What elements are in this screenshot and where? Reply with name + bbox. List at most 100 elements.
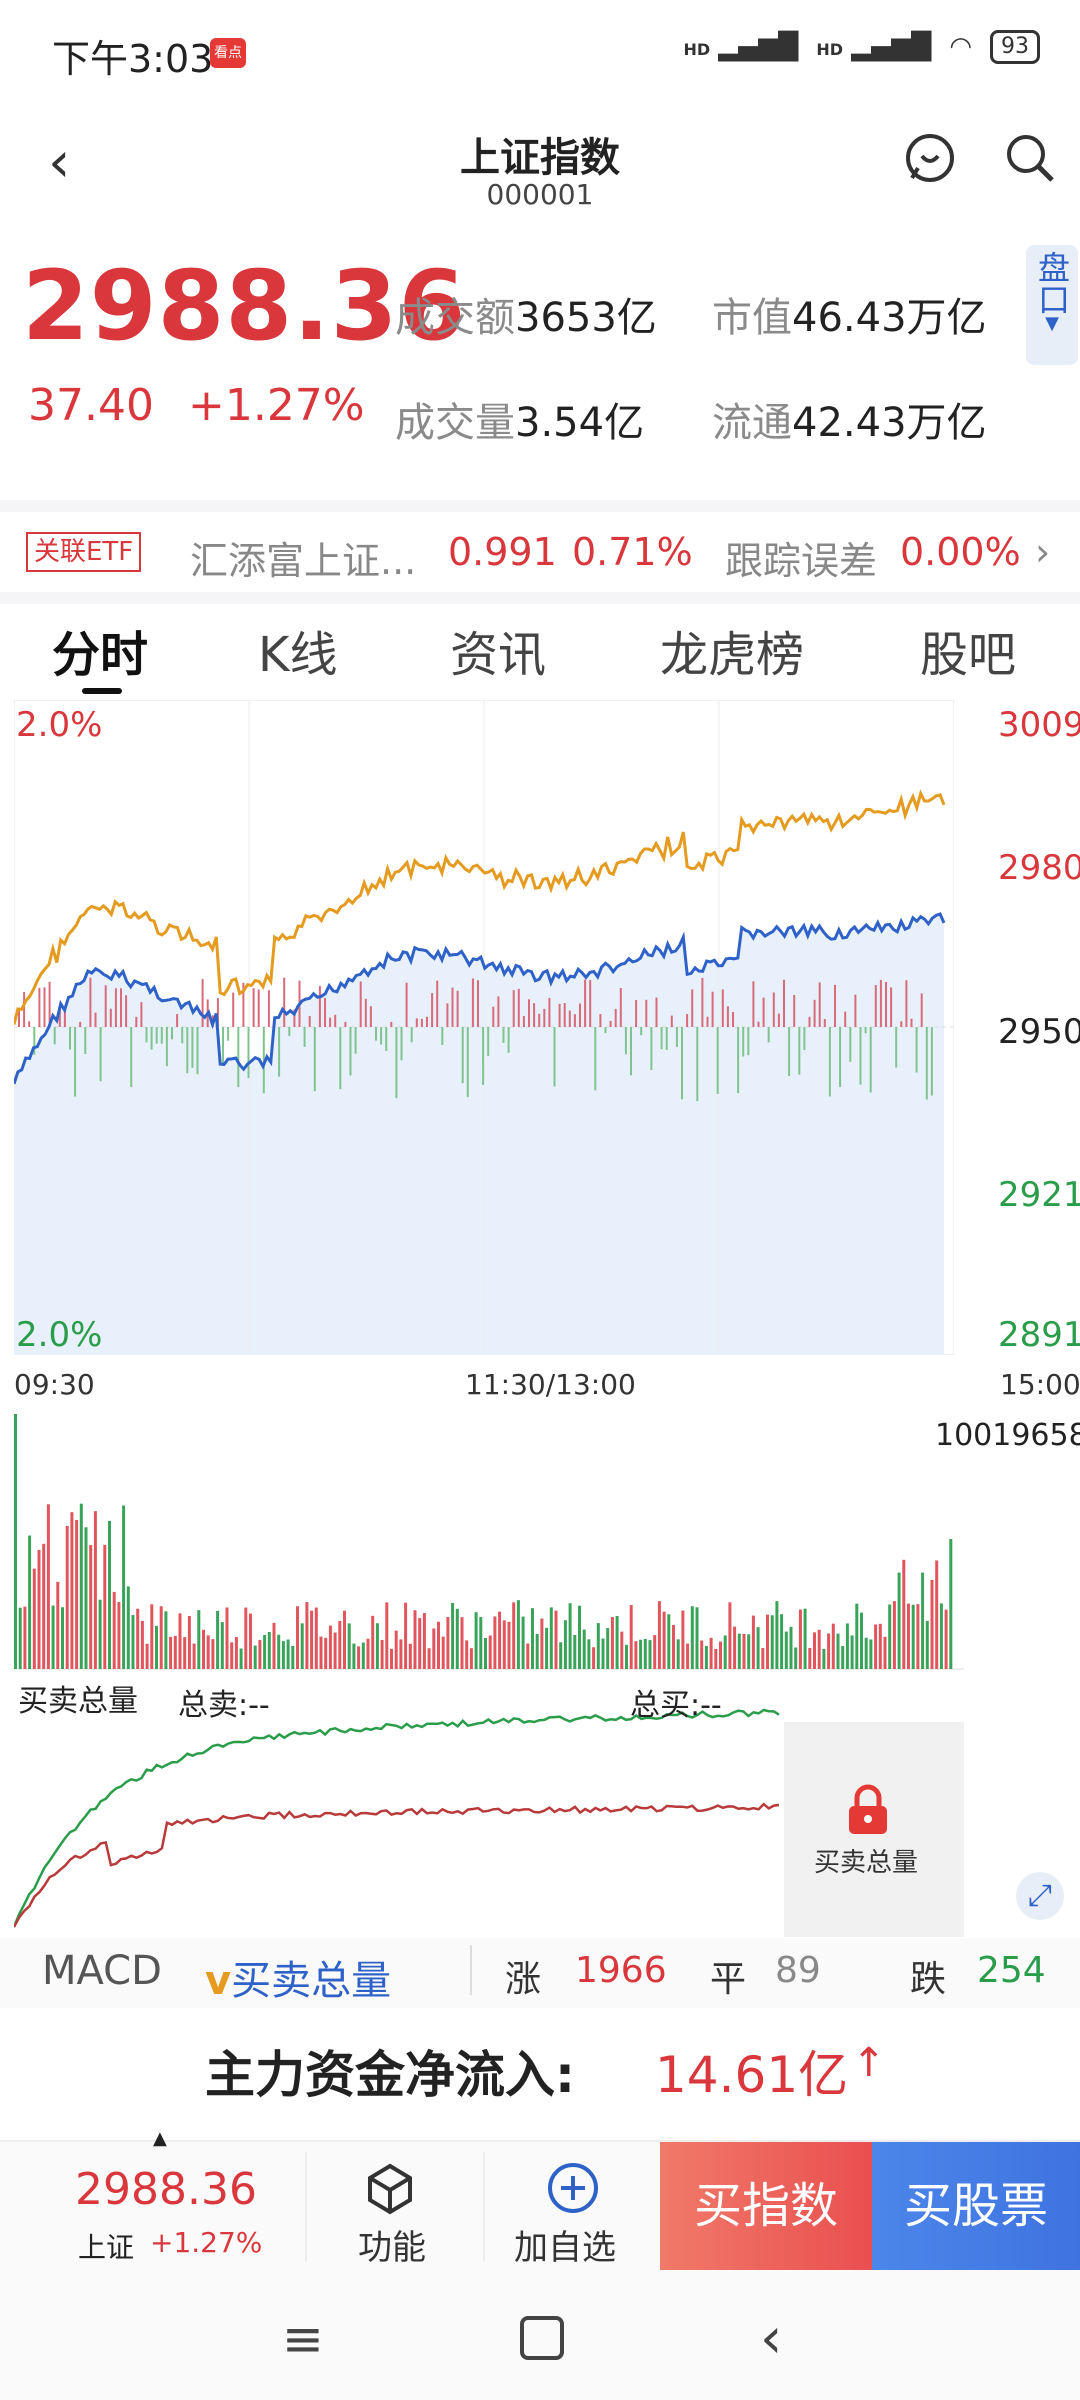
menu-icon[interactable]: ≡: [282, 2310, 324, 2368]
flow-bar-up: [584, 979, 587, 1027]
flow-bar-down: [859, 1027, 862, 1085]
add-circle-icon[interactable]: [545, 2160, 601, 2220]
volume-bar-down: [267, 1632, 271, 1669]
tab-kline[interactable]: K线: [258, 627, 338, 683]
volume-bar-down: [596, 1623, 600, 1669]
etf-name: 汇添富上证...: [190, 539, 417, 583]
bs-indicator-tab[interactable]: v买卖总量: [205, 1958, 392, 2004]
function-button[interactable]: 功能: [358, 2228, 426, 2268]
volume-bar-down: [51, 1605, 55, 1669]
price-line: [14, 912, 946, 1085]
volume-bar-up: [437, 1621, 440, 1669]
flow-bar-down: [915, 1027, 918, 1073]
add-watchlist-button[interactable]: 加自选: [514, 2228, 616, 2268]
flow-bar-up: [471, 978, 474, 1027]
flow-bar-up: [772, 992, 775, 1027]
flow-bar-down: [604, 1027, 607, 1034]
flow-bar-down: [640, 1027, 643, 1036]
volume-bar-up: [629, 1605, 633, 1669]
flow-bar-down: [84, 1027, 87, 1055]
function-icon[interactable]: [362, 2160, 418, 2220]
tracking-error-label: 跟踪误差: [725, 539, 878, 583]
volume-bar-up: [742, 1633, 746, 1669]
volume-bar-up: [338, 1621, 342, 1669]
tab-dragon-tiger[interactable]: 龙虎榜: [660, 627, 805, 683]
flow-bar-up: [446, 1003, 449, 1027]
flow-bar-up: [436, 980, 439, 1027]
flow-bar-up: [757, 1021, 760, 1027]
flow-bar-down: [339, 1027, 342, 1090]
inflow-value: 14.61亿: [655, 2046, 849, 2104]
volume-bar-down: [869, 1639, 873, 1669]
chat-icon[interactable]: [900, 128, 960, 188]
flow-bar-down: [222, 1027, 224, 1066]
volume-bar-down: [587, 1639, 591, 1669]
v-mark-icon: v: [205, 1958, 232, 2004]
down-count: 254: [977, 1950, 1046, 1991]
search-icon[interactable]: [1000, 128, 1060, 188]
back-nav-icon[interactable]: ‹: [760, 2306, 783, 2371]
tab-forum[interactable]: 股吧: [920, 627, 1017, 683]
flow-bar-down: [624, 1027, 627, 1055]
expand-icon[interactable]: ⤢: [1016, 1872, 1064, 1920]
volume-bar-up: [357, 1646, 361, 1669]
volume-bar-down: [155, 1625, 158, 1669]
volume-bar-up: [89, 1545, 93, 1669]
flow-bar-down: [385, 1027, 388, 1051]
flow-bar-down: [375, 1027, 377, 1041]
total-buy: 总买:--: [630, 1688, 722, 1723]
flow-bar-up: [267, 990, 270, 1027]
tick-2921: 2921: [998, 1175, 1080, 1215]
volume-bar-up: [37, 1549, 41, 1669]
volume-bar-up: [305, 1602, 309, 1669]
home-icon[interactable]: [520, 2316, 564, 2360]
flow-bar-up: [420, 1018, 423, 1027]
flow-bar-down: [594, 1027, 597, 1091]
tab-news[interactable]: 资讯: [450, 627, 547, 683]
volume-bar-up: [23, 1606, 27, 1669]
volume-bar-down: [784, 1631, 788, 1669]
related-etf-row[interactable]: 关联ETF 汇添富上证... 0.991 0.71% 跟踪误差 0.00% ›: [0, 500, 1080, 604]
volume-bar-down: [286, 1639, 290, 1669]
status-time: 下午3:03: [52, 37, 214, 81]
volume-bar-up: [183, 1637, 187, 1669]
macd-tab[interactable]: MACD: [42, 1948, 162, 1994]
volume-bar-down: [676, 1639, 680, 1669]
flow-bar-up: [38, 987, 41, 1027]
buy-stock-button[interactable]: 买股票: [872, 2142, 1080, 2270]
buy-sell-chart[interactable]: [14, 1672, 1074, 1937]
flow-bar-up: [58, 1008, 61, 1027]
volume-bar-down: [131, 1615, 135, 1669]
intraday-chart[interactable]: [14, 700, 954, 1355]
flow-bar-down: [53, 1027, 56, 1045]
flow-bar-up: [364, 998, 367, 1027]
arrow-up-icon: ↑: [852, 2040, 886, 2086]
volume-bar-up: [319, 1636, 323, 1669]
volume-bar-up: [831, 1623, 835, 1669]
volume-bar-down: [911, 1604, 915, 1669]
flow-bar-up: [426, 1016, 428, 1027]
flow-bar-up: [818, 982, 821, 1027]
app-badge-icon: 看点: [210, 38, 246, 68]
volume-bar-down: [601, 1638, 605, 1669]
flow-bar-down: [930, 1027, 933, 1096]
buy-index-button[interactable]: 买指数: [660, 2142, 872, 2270]
volume-bar-down: [888, 1604, 892, 1669]
tab-intraday[interactable]: 分时: [52, 627, 149, 683]
flow-bar-up: [874, 985, 877, 1027]
flow-bar-up: [808, 1016, 811, 1027]
flow-bar-up: [834, 984, 836, 1027]
flow-bar-down: [160, 1027, 163, 1044]
volume-bar-up: [117, 1602, 121, 1669]
volume-bar-up: [686, 1643, 690, 1669]
flow-bar-down: [675, 1027, 678, 1047]
system-nav-bar: ≡ ‹: [0, 2270, 1080, 2400]
volume-chart[interactable]: [14, 1405, 964, 1670]
flow-bar-down: [716, 1027, 719, 1094]
back-button[interactable]: ‹: [48, 130, 71, 195]
volume-bar-up: [296, 1606, 299, 1669]
flow-bar-down: [130, 1027, 133, 1088]
flow-bar-up: [43, 987, 46, 1027]
flow-bar-up: [793, 994, 796, 1027]
pankou-button[interactable]: 盘口 ▼: [1026, 245, 1078, 365]
